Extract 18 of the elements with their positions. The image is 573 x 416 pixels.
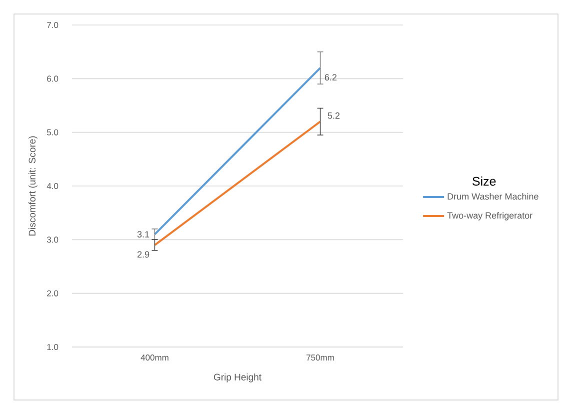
data-label: 3.1 [137,231,150,238]
y-tick-label: 4.0 [46,182,58,190]
data-label: 2.9 [137,251,150,258]
legend-label: Drum Washer Machine [448,193,538,200]
y-tick-label: 7.0 [47,22,58,28]
data-label: 5.2 [328,112,340,119]
y-tick-label: 1.0 [47,344,58,350]
data-label: 6.2 [324,74,337,81]
x-tick-label: 750mm [306,354,334,361]
x-tick-label: 400mm [140,354,168,361]
y-tick-label: 5.0 [47,129,58,136]
y-tick-label: 3.0 [46,236,58,243]
x-axis-title: Grip Height [214,373,262,382]
y-axis-title: Discomfort (unit: Score) [28,136,38,236]
y-tick-label: 2.0 [47,290,58,296]
legend-title: Size [472,176,496,186]
y-tick-label: 6.0 [47,76,58,82]
legend-label: Two-way Refrigerator [447,212,532,220]
